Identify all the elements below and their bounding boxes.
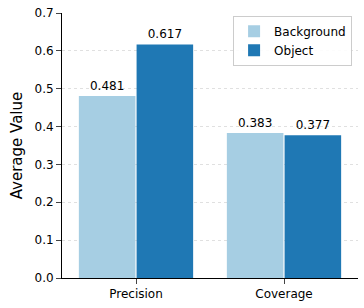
svg-text:0.0: 0.0 <box>35 271 54 285</box>
svg-text:Coverage: Coverage <box>255 287 313 301</box>
svg-text:0.7: 0.7 <box>35 6 54 20</box>
svg-text:Average Value: Average Value <box>8 92 26 200</box>
svg-text:0.5: 0.5 <box>35 82 54 96</box>
svg-text:0.617: 0.617 <box>148 27 182 41</box>
svg-text:0.6: 0.6 <box>35 44 54 58</box>
svg-text:0.4: 0.4 <box>35 120 54 134</box>
svg-text:Precision: Precision <box>109 287 163 301</box>
svg-text:0.1: 0.1 <box>35 233 54 247</box>
svg-text:0.377: 0.377 <box>296 118 330 132</box>
svg-text:0.383: 0.383 <box>238 116 272 130</box>
svg-text:Object: Object <box>274 44 313 58</box>
svg-text:0.2: 0.2 <box>35 195 54 209</box>
svg-text:0.3: 0.3 <box>35 158 54 172</box>
svg-text:Background: Background <box>274 25 346 39</box>
svg-text:0.481: 0.481 <box>90 79 124 93</box>
